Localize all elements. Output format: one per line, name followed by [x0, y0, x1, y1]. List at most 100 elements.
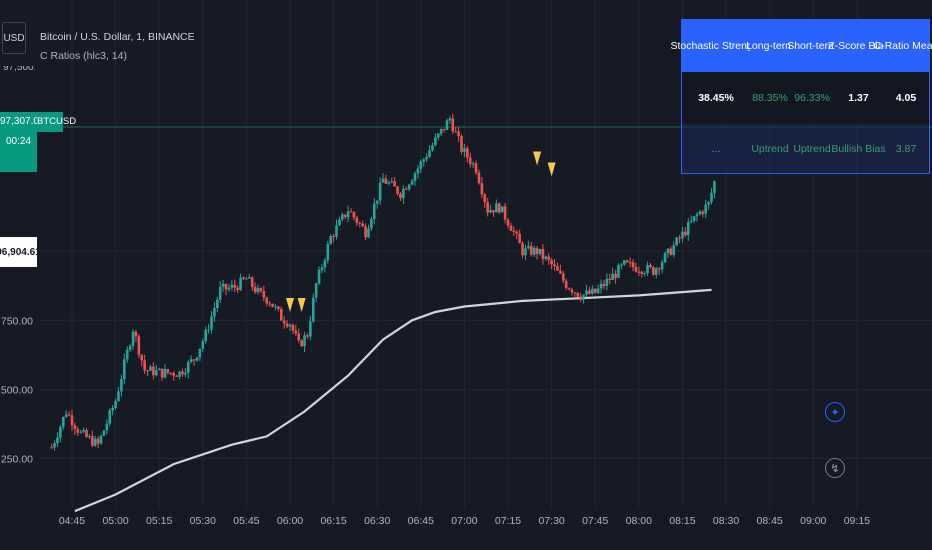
- candle-body: [425, 157, 428, 160]
- candle-body: [431, 145, 434, 151]
- candle-body: [108, 410, 112, 424]
- candle-body: [561, 273, 565, 281]
- candle-body: [259, 288, 263, 292]
- candle-body: [285, 323, 289, 327]
- header-long-term: Long-term: [746, 20, 794, 72]
- candle-body: [544, 256, 548, 259]
- candle-body: [646, 264, 649, 274]
- time-tick-label: 09:00: [800, 515, 826, 527]
- candle-body: [297, 333, 301, 341]
- candle-body: [387, 182, 391, 184]
- time-tick-label: 08:15: [669, 515, 695, 527]
- candle-body: [114, 401, 117, 408]
- candle-body: [245, 278, 248, 280]
- candle-body: [207, 329, 210, 331]
- candle-body: [271, 303, 274, 307]
- c-ratio-mean-value: 4.05: [883, 72, 929, 124]
- sell-signal-marker: [286, 298, 294, 312]
- candle-body: [625, 260, 629, 263]
- candle-body: [300, 340, 303, 347]
- candle-body: [445, 120, 449, 130]
- price-tick-label: 96,500.00: [0, 384, 33, 396]
- candle-body: [140, 354, 144, 361]
- candle-body: [643, 273, 646, 275]
- candle-body: [53, 443, 56, 448]
- candle-body: [460, 136, 463, 152]
- candle-body: [515, 231, 519, 234]
- time-tick-label: 07:45: [582, 515, 608, 527]
- clipped-price-label: 97,500.00: [3, 66, 35, 73]
- candle-body: [416, 168, 420, 174]
- long-term-value: 88.35%: [750, 72, 790, 124]
- candle-body: [704, 204, 707, 214]
- lightning-icon[interactable]: ↯: [825, 458, 845, 478]
- candle-body: [660, 262, 664, 270]
- candle-body: [294, 330, 298, 334]
- symbol-tag: BTCUSD: [37, 112, 76, 132]
- candle-body: [111, 407, 114, 411]
- candle-body: [553, 264, 556, 267]
- candle-body: [338, 219, 341, 226]
- candle-body: [550, 259, 553, 265]
- candle-body: [166, 369, 170, 373]
- candle-body: [564, 280, 568, 289]
- candle-body: [242, 277, 245, 279]
- grid: [40, 0, 932, 508]
- candle-body: [262, 291, 266, 298]
- time-tick-label: 06:45: [408, 515, 434, 527]
- c-ratio-mean-state: 3.87: [883, 124, 929, 173]
- candle-body: [198, 348, 202, 358]
- candle-body: [652, 267, 655, 275]
- candle-body: [265, 297, 269, 304]
- candle-body: [628, 262, 632, 264]
- candle-body: [509, 225, 513, 231]
- candle-body: [457, 131, 460, 137]
- candle-body: [669, 248, 673, 255]
- candle-body: [483, 194, 487, 203]
- candle-body: [349, 211, 353, 213]
- candle-body: [506, 219, 510, 226]
- candle-body: [64, 414, 68, 417]
- candle-body: [489, 210, 492, 213]
- candle-body: [248, 277, 251, 279]
- candle-body: [218, 286, 222, 300]
- candle-body: [291, 324, 295, 331]
- candle-body: [96, 438, 100, 444]
- candle-body: [637, 271, 641, 273]
- candle-body: [224, 283, 228, 290]
- currency-button[interactable]: USD: [2, 22, 26, 54]
- short-term-state: Uptrend: [790, 124, 834, 173]
- candle-body: [67, 414, 71, 416]
- candle-body: [623, 260, 626, 265]
- candle-body: [524, 248, 527, 256]
- candle-body: [230, 284, 234, 288]
- candle-body: [404, 188, 408, 190]
- stochastic-strength-value: 38.45%: [682, 72, 750, 124]
- candle-body: [436, 133, 440, 138]
- candle-body: [375, 200, 379, 204]
- time-tick-label: 07:15: [495, 515, 521, 527]
- candle-body: [399, 193, 402, 199]
- candle-body: [361, 223, 364, 227]
- candle-body: [117, 391, 120, 402]
- candle-body: [346, 211, 350, 218]
- candle-body: [149, 366, 152, 371]
- candle-body: [146, 370, 149, 372]
- candle-body: [614, 273, 617, 278]
- candle-body: [204, 329, 207, 342]
- price-tick-label: 96,750.00: [0, 315, 33, 327]
- candle-body: [529, 245, 533, 255]
- candle-body: [201, 341, 205, 349]
- candle-body: [579, 296, 582, 300]
- time-tick-label: 08:45: [757, 515, 783, 527]
- candle-body: [451, 118, 455, 132]
- candle-body: [654, 268, 658, 275]
- candle-body: [466, 148, 469, 158]
- candle-body: [596, 288, 600, 293]
- moving-average-line: [74, 288, 712, 513]
- candle-body: [663, 253, 667, 263]
- add-alert-icon[interactable]: ✦: [825, 402, 845, 422]
- candle-body: [152, 366, 155, 376]
- candle-body: [422, 159, 426, 162]
